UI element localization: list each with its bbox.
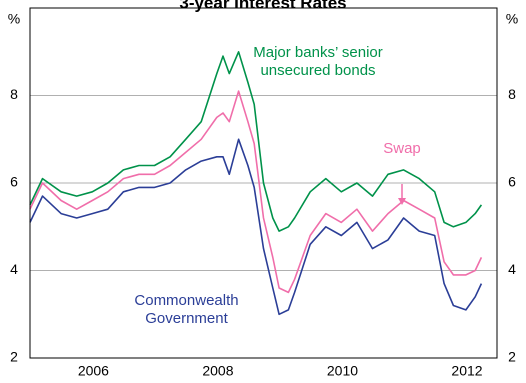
y-tick-label: 8 (10, 86, 18, 102)
y-tick-label: 2 (10, 349, 18, 365)
series-line (29, 138, 483, 316)
y-tick-label: 6 (10, 174, 18, 190)
series-label: Major banks’ senior unsecured bonds (253, 44, 383, 79)
y2-tick-label: 6 (508, 174, 516, 190)
y2-tick-label: 4 (508, 261, 516, 277)
x-tick-label: 2010 (327, 363, 358, 379)
series-label: Commonwealth Government (134, 292, 239, 327)
y2-tick-label: 2 (508, 349, 516, 365)
y-tick-label: 4 (10, 261, 18, 277)
series-line (29, 90, 483, 294)
x-tick-label: 2006 (78, 363, 109, 379)
y2-tick-label: 8 (508, 86, 516, 102)
x-tick-label: 2012 (451, 363, 482, 379)
x-tick-label: 2008 (202, 363, 233, 379)
plot-frame (29, 7, 498, 359)
series-label: Swap (383, 140, 421, 157)
y2-unit: % (506, 11, 518, 27)
series-line (29, 51, 483, 232)
chart-title: 3-year Interest Rates (179, 0, 346, 12)
y-unit: % (8, 11, 20, 27)
